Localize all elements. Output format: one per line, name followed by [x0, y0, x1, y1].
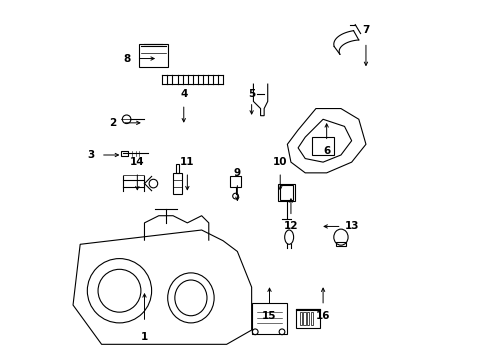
Text: 9: 9: [233, 168, 241, 178]
Text: 1: 1: [141, 332, 148, 342]
Bar: [280, 185, 292, 200]
Text: 2: 2: [108, 118, 116, 128]
Text: 3: 3: [87, 150, 94, 160]
Text: 4: 4: [180, 89, 187, 99]
Bar: [310, 312, 312, 325]
Bar: [299, 312, 302, 325]
Bar: [296, 309, 319, 328]
Bar: [303, 312, 305, 325]
Text: 11: 11: [180, 157, 194, 167]
Bar: [312, 137, 333, 155]
Text: 6: 6: [323, 147, 329, 157]
Bar: [173, 173, 182, 194]
Text: 7: 7: [362, 25, 369, 35]
Text: 13: 13: [344, 221, 358, 231]
Bar: [306, 312, 308, 325]
Bar: [230, 176, 241, 187]
Text: 14: 14: [130, 157, 144, 167]
Bar: [335, 242, 346, 246]
Text: 12: 12: [283, 221, 298, 231]
Text: 8: 8: [123, 54, 130, 64]
Bar: [121, 151, 127, 156]
Text: 16: 16: [315, 311, 330, 321]
Text: 15: 15: [262, 311, 276, 321]
Bar: [176, 164, 179, 173]
Text: 10: 10: [272, 157, 287, 167]
Text: 5: 5: [247, 89, 255, 99]
Bar: [278, 184, 294, 202]
